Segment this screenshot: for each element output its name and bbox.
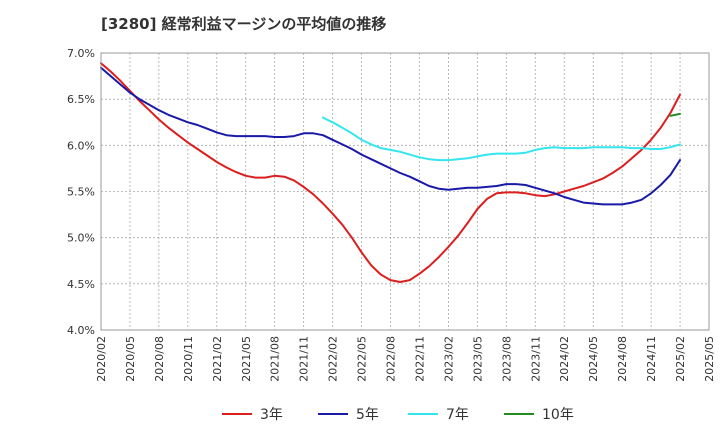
- x-tick-label: 2025/02: [674, 336, 687, 382]
- series-line-1: [100, 62, 681, 283]
- legend-label: 7年: [446, 407, 469, 423]
- x-tick-label: 2020/08: [153, 336, 166, 382]
- legend-label: 10年: [542, 407, 574, 423]
- x-tick-label: 2024/05: [587, 336, 600, 382]
- series-line-4: [669, 112, 681, 117]
- series-line-3: [322, 116, 681, 162]
- legend-label: 5年: [356, 407, 379, 423]
- x-tick-label: 2021/02: [211, 336, 224, 382]
- y-tick-label: 4.5%: [67, 278, 95, 291]
- plot-area-border: [100, 52, 710, 331]
- x-tick-label: 2022/11: [413, 336, 426, 382]
- y-axis-ticks: 4.0% 4.5% 5.0% 5.5% 6.0% 6.5% 7.0%: [67, 47, 95, 337]
- chart-title: [3280] 経常利益マージンの平均値の推移: [101, 15, 387, 33]
- y-tick-label: 6.5%: [67, 93, 95, 106]
- x-tick-label: 2020/05: [124, 336, 137, 382]
- x-tick-label: 2023/08: [500, 336, 513, 382]
- x-tick-label: 2022/05: [356, 336, 369, 382]
- y-tick-label: 6.0%: [67, 139, 95, 152]
- x-tick-label: 2020/02: [95, 336, 108, 382]
- series-line-2: [100, 66, 681, 206]
- x-tick-label: 2022/08: [385, 336, 398, 382]
- x-tick-label: 2022/02: [327, 336, 340, 382]
- x-tick-label: 2021/11: [298, 336, 311, 382]
- x-tick-label: 2020/11: [182, 336, 195, 382]
- grid-lines: [101, 53, 709, 330]
- y-tick-label: 7.0%: [67, 47, 95, 60]
- x-tick-label: 2021/05: [240, 336, 253, 382]
- x-tick-label: 2023/11: [529, 336, 542, 382]
- x-tick-label: 2024/02: [558, 336, 571, 382]
- y-tick-label: 5.5%: [67, 186, 95, 199]
- x-tick-label: 2024/08: [616, 336, 629, 382]
- legend-label: 3年: [260, 407, 283, 423]
- x-tick-label: 2023/05: [471, 336, 484, 382]
- x-tick-label: 2024/11: [645, 336, 658, 382]
- series-lines: [100, 62, 681, 283]
- x-tick-label: 2023/02: [442, 336, 455, 382]
- y-tick-label: 4.0%: [67, 324, 95, 337]
- x-tick-label: 2025/05: [703, 336, 716, 382]
- y-tick-label: 5.0%: [67, 232, 95, 245]
- x-axis-ticks: 2020/02 2020/05 2020/08 2020/11 2021/02 2021/…: [95, 336, 716, 382]
- x-tick-label: 2021/08: [269, 336, 282, 382]
- legend: 3年 5年 7年 10年: [222, 407, 574, 423]
